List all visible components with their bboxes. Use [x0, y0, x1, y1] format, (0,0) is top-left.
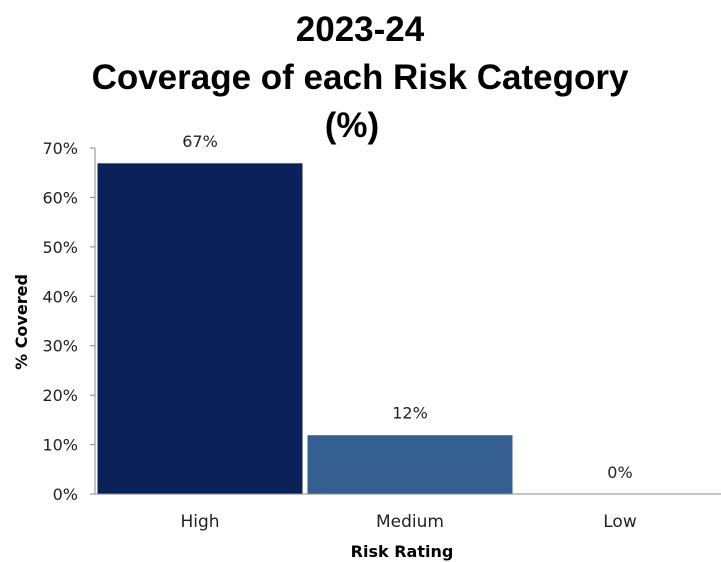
- y-axis-ticks: 0% 10% 20% 30% 40% 50% 60% 70%: [42, 139, 95, 504]
- y-tick-label: 30%: [42, 337, 78, 356]
- y-tick-label: 50%: [42, 238, 78, 257]
- x-axis-ticks: High Medium Low: [180, 512, 636, 532]
- x-tick-label-low: Low: [603, 512, 637, 532]
- data-label-low: 0%: [607, 463, 632, 482]
- y-tick-label: 10%: [42, 436, 78, 455]
- y-tick-label: 20%: [42, 386, 78, 405]
- y-tick-label: 60%: [42, 188, 78, 207]
- chart-title-line-1: 2023-24: [296, 10, 425, 49]
- chart-title-line-3: (%): [325, 106, 379, 145]
- data-label-high: 67%: [182, 132, 218, 151]
- x-tick-label-medium: Medium: [376, 512, 444, 532]
- x-axis-title: Risk Rating: [351, 542, 454, 561]
- x-tick-label-high: High: [180, 512, 219, 532]
- bar-medium: [306, 434, 514, 495]
- y-tick-label: 40%: [42, 287, 78, 306]
- y-tick-label: 0%: [53, 485, 78, 504]
- y-tick-label: 70%: [42, 139, 78, 158]
- chart-title: 2023-24 Coverage of each Risk Category (…: [92, 10, 629, 145]
- y-axis-title: % Covered: [12, 274, 31, 370]
- chart-title-line-2: Coverage of each Risk Category: [92, 58, 629, 97]
- bar-high: [96, 162, 304, 495]
- data-labels: 67% 12% 0%: [182, 132, 632, 482]
- data-label-medium: 12%: [392, 404, 428, 423]
- bars: [96, 162, 514, 495]
